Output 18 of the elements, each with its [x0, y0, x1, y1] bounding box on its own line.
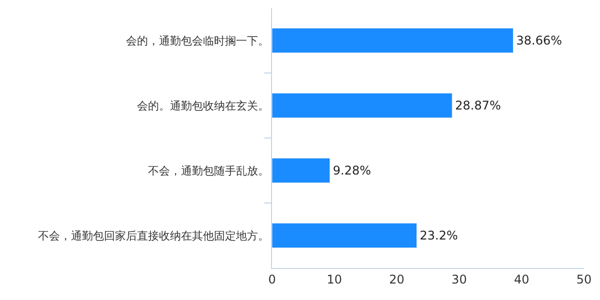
- y-tick-label: 会的。通勤包收纳在玄关。: [136, 99, 269, 112]
- x-tick-label: 30: [452, 272, 467, 286]
- x-tick-label: 40: [514, 272, 530, 286]
- bar: [272, 222, 418, 248]
- x-tick-label: 20: [389, 272, 404, 286]
- bar: [272, 92, 452, 118]
- y-tick-label: 会的，通勤包会临时搁一下。: [126, 34, 269, 48]
- data-label: 38.66%: [516, 34, 562, 48]
- x-tick-label: 10: [326, 272, 342, 286]
- y-tick-label: 不会，通勤包回家后直接收纳在其他固定地方。: [38, 229, 269, 242]
- data-label: 23.2%: [420, 228, 458, 242]
- y-tick-label: 不会，通勤包随手乱放。: [148, 164, 269, 178]
- bar: [272, 28, 514, 54]
- x-tick-label: 50: [576, 272, 592, 286]
- data-label: 28.87%: [455, 98, 501, 112]
- x-tick-label: 0: [268, 272, 276, 286]
- bar: [272, 158, 330, 184]
- data-label: 9.28%: [332, 164, 372, 178]
